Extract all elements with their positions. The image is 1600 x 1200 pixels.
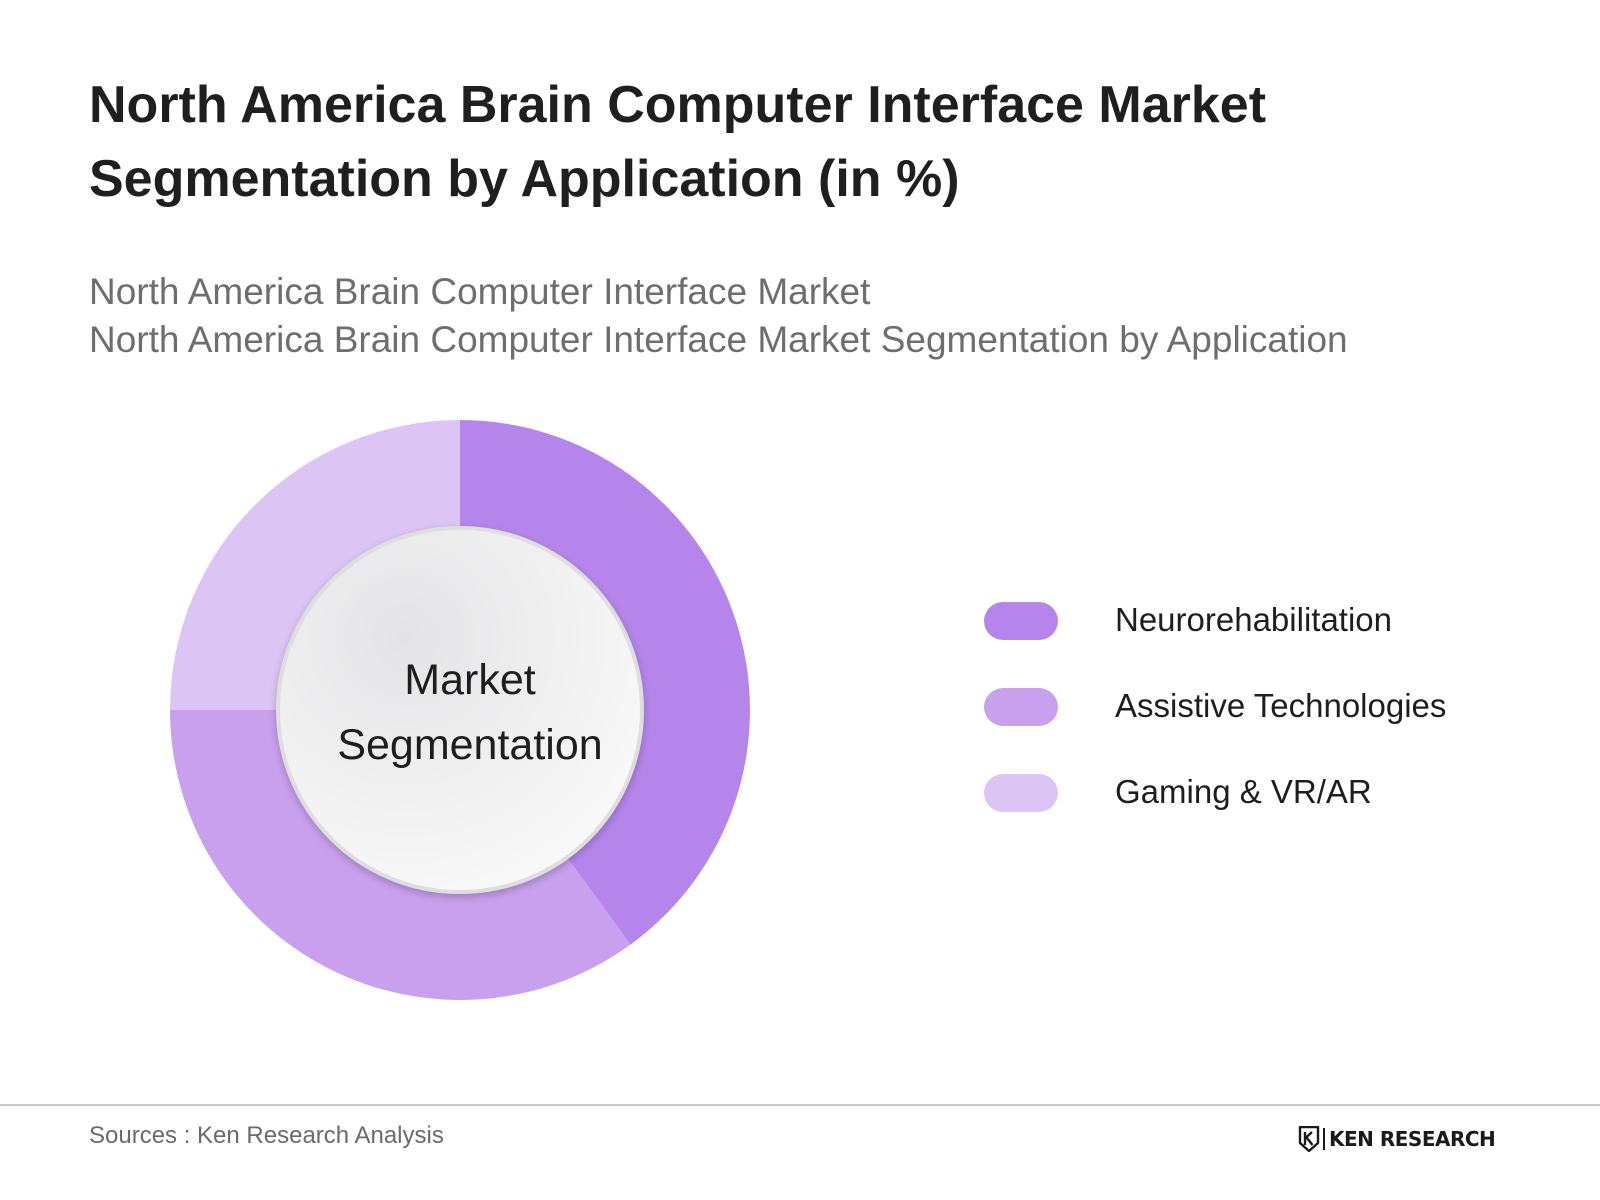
donut-center-disc bbox=[276, 526, 644, 894]
chart-subtitle-line-2: North America Brain Computer Interface M… bbox=[89, 319, 1348, 360]
legend-label: Assistive Technologies bbox=[1115, 687, 1447, 724]
legend-label: Gaming & VR/AR bbox=[1115, 773, 1372, 810]
legend-swatch bbox=[984, 602, 1058, 640]
brand-separator bbox=[1323, 1128, 1325, 1150]
ken-research-logo-icon bbox=[1298, 1126, 1320, 1152]
brand-name: KEN RESEARCH bbox=[1329, 1127, 1496, 1151]
center-label-line-1: Market bbox=[404, 656, 536, 704]
chart-subtitle-line-1: North America Brain Computer Interface M… bbox=[89, 271, 871, 312]
brand-logo: KEN RESEARCH bbox=[1298, 1124, 1496, 1154]
legend-swatch bbox=[984, 688, 1058, 726]
footer-divider bbox=[0, 1104, 1600, 1106]
chart-title-line-2: Segmentation by Application (in %) bbox=[89, 150, 960, 208]
chart-subtitle: North America Brain Computer Interface M… bbox=[89, 268, 1529, 364]
source-note: Sources : Ken Research Analysis bbox=[89, 1122, 444, 1149]
donut-slice-assistive-technologies bbox=[170, 710, 631, 1000]
donut-slice-gaming-vr-ar bbox=[170, 420, 460, 710]
legend-label: Neurorehabilitation bbox=[1115, 601, 1393, 638]
donut-center-label: Market Segmentation bbox=[290, 648, 650, 778]
donut-slice-neurorehabilitation bbox=[460, 420, 751, 945]
legend-swatch bbox=[984, 774, 1058, 812]
chart-title: North America Brain Computer Interface M… bbox=[89, 68, 1449, 216]
donut-slices bbox=[170, 420, 751, 1000]
center-label-line-2: Segmentation bbox=[337, 721, 603, 769]
donut-chart bbox=[170, 420, 751, 1000]
chart-title-line-1: North America Brain Computer Interface M… bbox=[89, 76, 1267, 134]
